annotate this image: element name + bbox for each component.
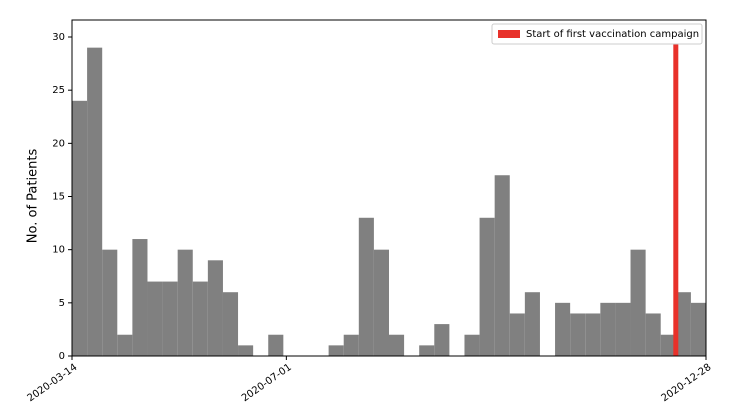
bar: [419, 345, 435, 356]
bar: [570, 313, 586, 356]
plot-frame: [71, 19, 707, 357]
bar: [464, 334, 480, 356]
bar: [268, 334, 284, 356]
bar: [207, 260, 223, 356]
vaccination-line: [673, 37, 679, 356]
y-tick-label: 0: [59, 351, 65, 362]
bar: [479, 217, 495, 356]
x-tick-label: 2020-12-28: [660, 362, 714, 404]
x-tick-label: 2020-07-01: [240, 362, 294, 404]
y-tick-label: 30: [52, 32, 65, 43]
bar: [117, 334, 133, 356]
legend-box: [491, 23, 703, 45]
x-tick-label: 2020-03-14: [26, 362, 80, 404]
bar: [585, 313, 601, 356]
bar: [162, 281, 178, 356]
y-tick-label: 5: [59, 298, 65, 309]
bar: [434, 324, 450, 356]
bar: [177, 249, 193, 356]
bar: [660, 334, 676, 356]
bar: [72, 100, 88, 357]
bar: [358, 217, 374, 356]
bar: [328, 345, 344, 356]
bar: [102, 249, 118, 356]
bar: [222, 292, 239, 356]
bar: [524, 292, 540, 356]
bar: [373, 249, 389, 356]
bar: [147, 281, 163, 356]
y-tick-label: 20: [52, 138, 65, 149]
bar: [630, 249, 646, 356]
bar: [690, 302, 706, 356]
bar: [600, 302, 616, 356]
bar: [192, 281, 208, 356]
bar: [238, 345, 254, 356]
bar: [555, 302, 571, 356]
bar: [675, 292, 691, 356]
bar: [343, 334, 359, 356]
bar: [87, 47, 103, 356]
bar: [494, 175, 510, 356]
y-tick-label: 10: [52, 245, 65, 256]
y-tick-label: 15: [52, 192, 65, 203]
bar: [615, 302, 631, 356]
legend-swatch: [498, 30, 520, 38]
y-axis-label: No. of Patients: [26, 149, 41, 244]
bar: [389, 334, 405, 356]
legend-label: Start of first vaccination campaign: [526, 29, 699, 40]
bar: [509, 313, 525, 356]
bar: [132, 239, 148, 356]
bar: [645, 313, 661, 356]
y-tick-label: 25: [52, 85, 65, 96]
